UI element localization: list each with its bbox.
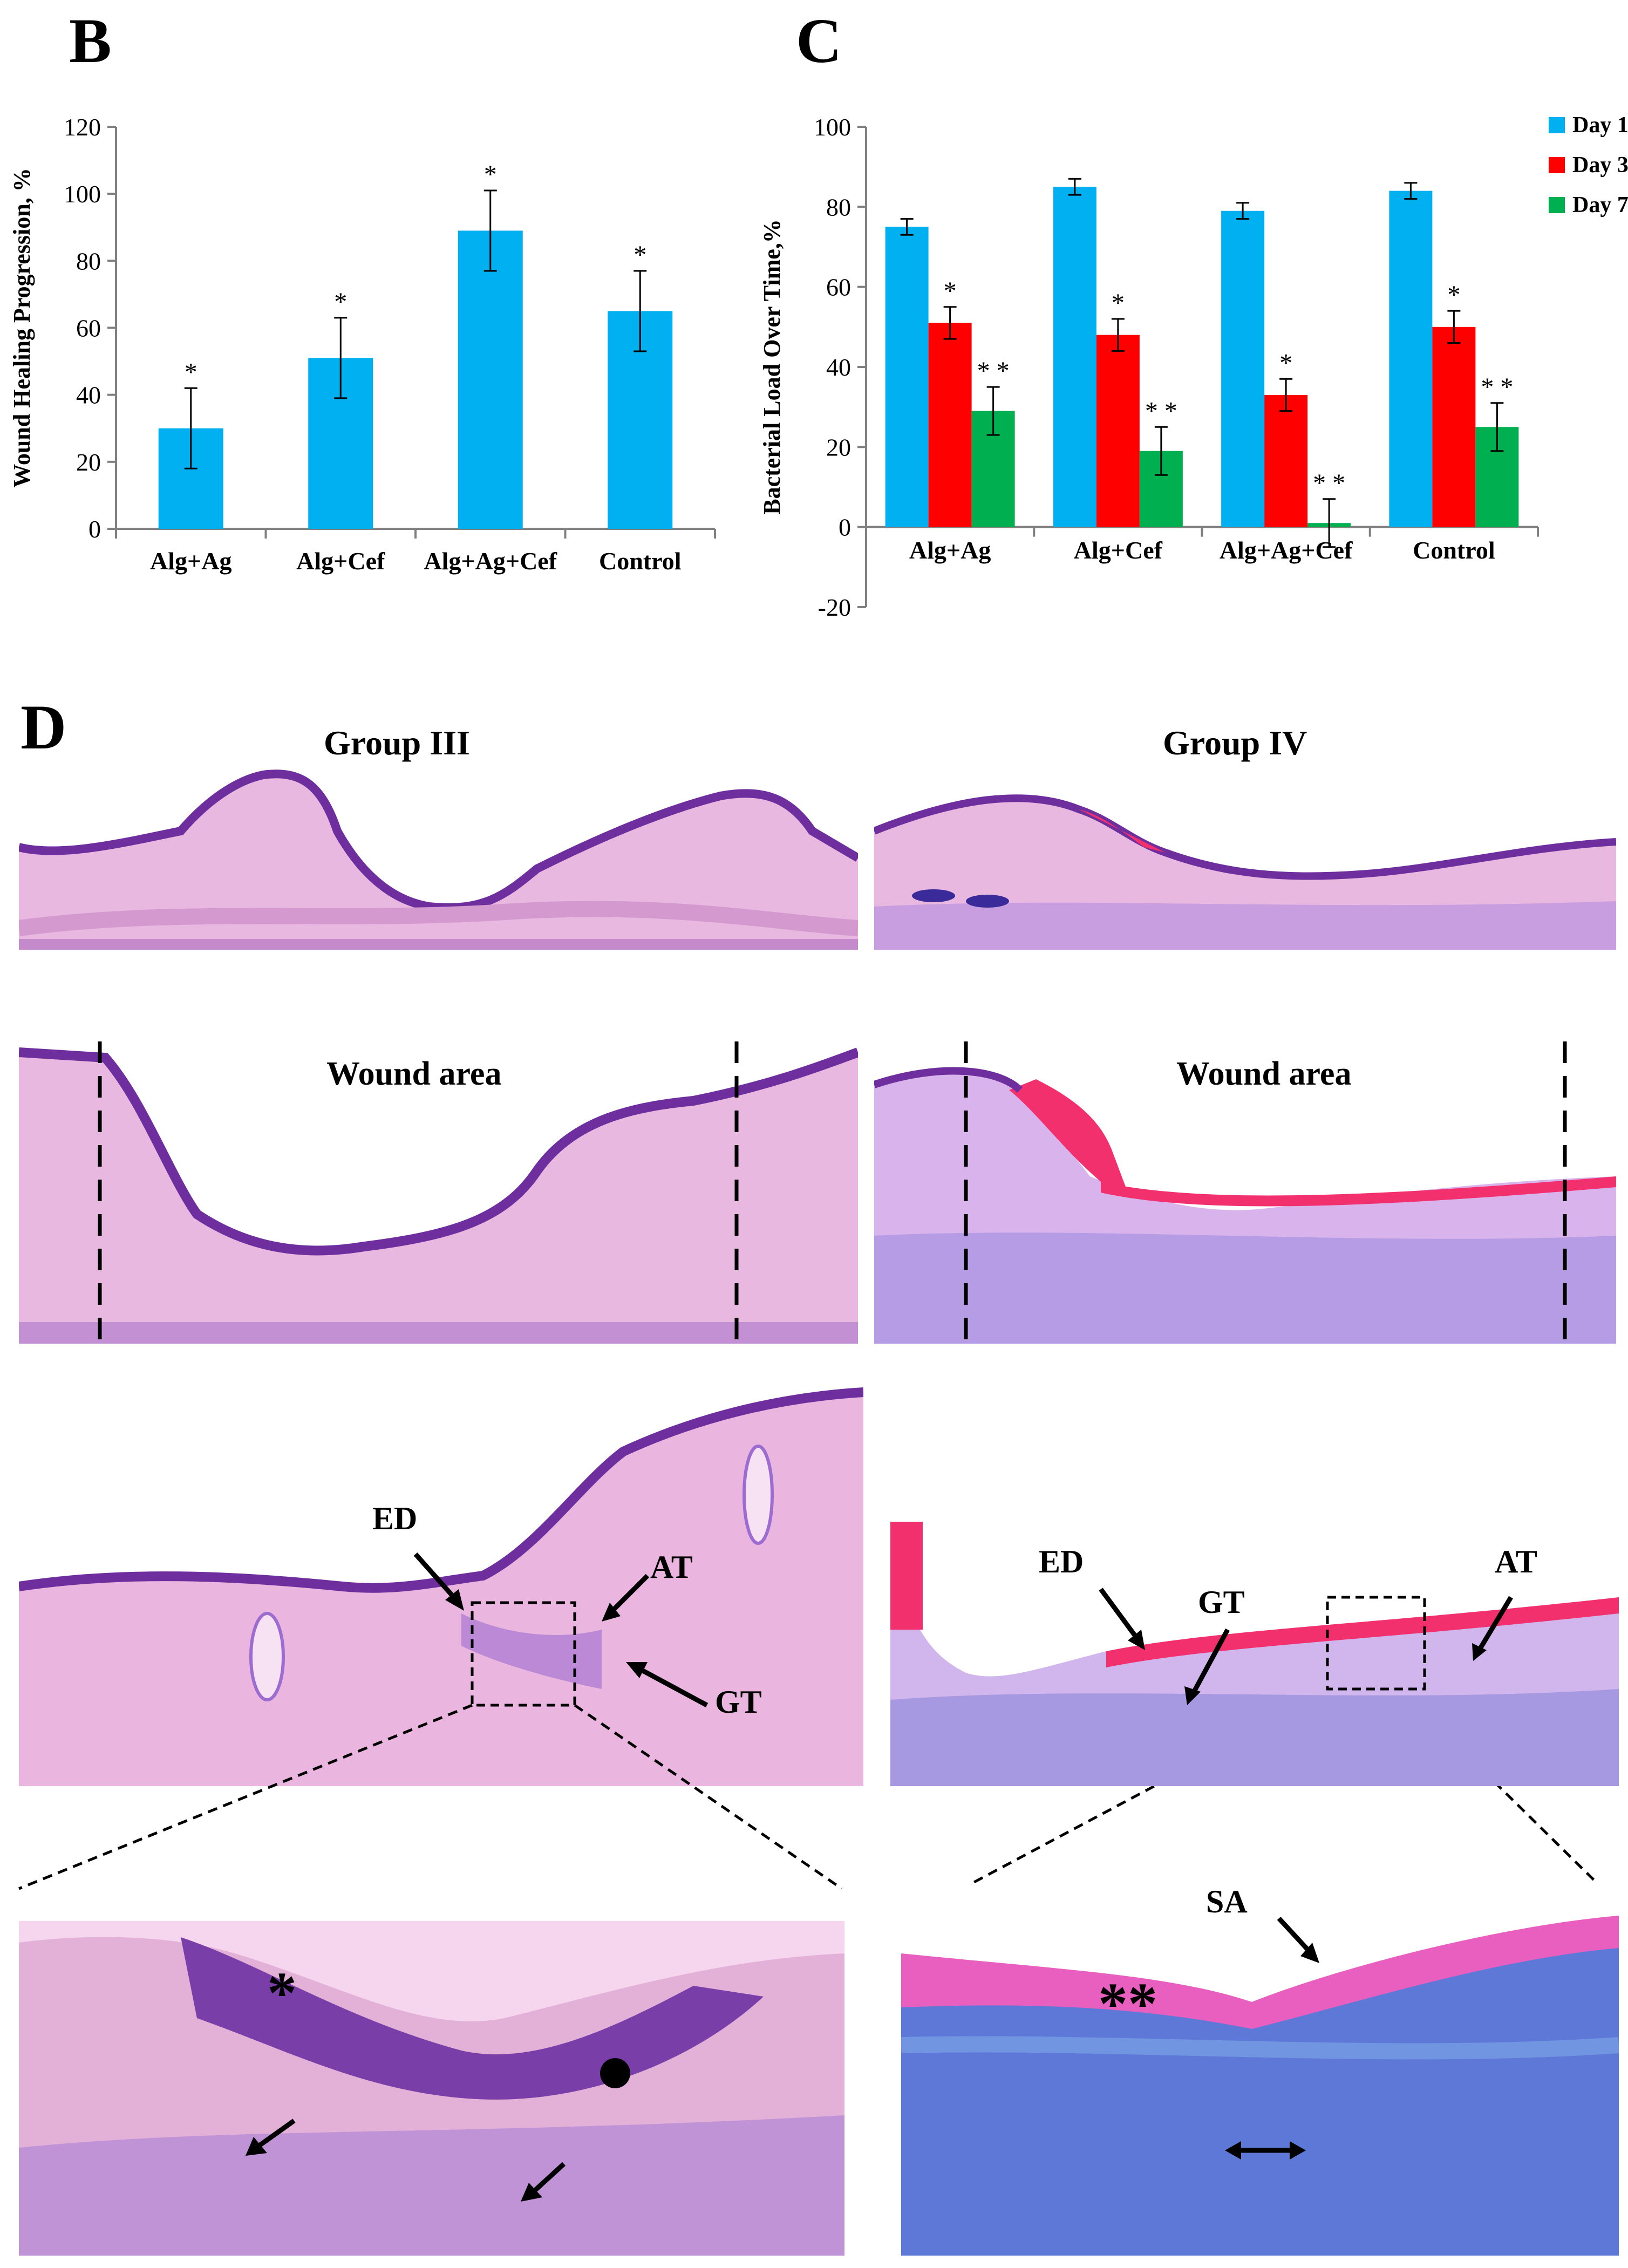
y-tick-label: 20 bbox=[76, 448, 101, 476]
bar bbox=[458, 230, 523, 529]
chart-b-wound-healing: 0 20 40 60 80 100 120 Wound Healing Progression… bbox=[9, 113, 716, 575]
y-tick-label: 80 bbox=[826, 193, 851, 221]
group-iv-at-label: AT bbox=[1495, 1544, 1537, 1579]
x-tick-label: Alg+Ag+Cef bbox=[424, 547, 557, 575]
group-iv-title: Group IV bbox=[1163, 724, 1307, 762]
group-iv-wound-area-label: Wound area bbox=[1176, 1055, 1351, 1092]
significance-marker: * * bbox=[1481, 373, 1513, 401]
y-tick-label: 40 bbox=[826, 353, 851, 381]
y-tick-label: 60 bbox=[76, 315, 101, 342]
bar bbox=[1389, 190, 1433, 527]
legend-label: Day 7 bbox=[1572, 193, 1628, 217]
significance-marker: * bbox=[634, 241, 646, 269]
group-iv-magnified-image bbox=[890, 1522, 1619, 1786]
significance-marker: * bbox=[1447, 281, 1460, 309]
y-tick-label: 0 bbox=[839, 514, 851, 541]
legend-label: Day 1 bbox=[1572, 113, 1628, 138]
y-axis-title: Bacterial Load Over Time,% bbox=[759, 219, 785, 515]
group-iii-title: Group III bbox=[324, 724, 470, 762]
y-tick-label: 0 bbox=[88, 515, 101, 543]
significance-marker: * * bbox=[1313, 469, 1345, 498]
significance-marker: * bbox=[1279, 349, 1292, 377]
panel-letter-c: C bbox=[796, 5, 842, 76]
group-iv-ed-label: ED bbox=[1039, 1544, 1084, 1579]
x-tick-label: Alg+Cef bbox=[296, 547, 385, 575]
y-tick-label: 40 bbox=[76, 382, 101, 409]
significance-marker: * * bbox=[977, 357, 1010, 385]
y-tick-label: -20 bbox=[818, 594, 851, 621]
x-tick-label: Alg+Cef bbox=[1074, 536, 1163, 564]
x-tick-label: Control bbox=[599, 547, 682, 575]
x-tick-label: Alg+Ag bbox=[150, 547, 231, 575]
group-iii-dot-marker bbox=[600, 2058, 630, 2088]
panel-letter-d: D bbox=[21, 692, 67, 762]
y-tick-label: 20 bbox=[826, 433, 851, 461]
legend-swatch bbox=[1549, 157, 1565, 173]
significance-marker: * bbox=[1112, 289, 1125, 317]
significance-marker: * bbox=[484, 160, 497, 189]
y-axis-title: Wound Healing Progression, % bbox=[9, 168, 35, 487]
chart-c-bacterial-load: -20 0 20 40 60 80 100 Bacterial Load Over Time,… bbox=[759, 113, 1628, 621]
group-iii-overview-image bbox=[19, 769, 858, 950]
group-iv-sa-label: SA bbox=[1206, 1884, 1248, 1919]
group-iv-overview-image bbox=[874, 794, 1616, 950]
group-iii-wound-area-label: Wound area bbox=[326, 1055, 501, 1092]
y-tick-label: 120 bbox=[64, 113, 101, 141]
legend-swatch bbox=[1549, 197, 1565, 213]
bar bbox=[1221, 210, 1265, 527]
group-iii-at-label: AT bbox=[650, 1549, 693, 1585]
group-iii-magnified-image bbox=[19, 1387, 863, 1786]
x-tick-label: Alg+Ag bbox=[909, 536, 991, 564]
group-iii-star-symbol: * bbox=[267, 1960, 297, 2026]
bar bbox=[1432, 326, 1476, 527]
x-tick-label: Control bbox=[1413, 536, 1495, 564]
significance-marker: * bbox=[334, 288, 347, 316]
y-tick-label: 100 bbox=[64, 180, 101, 208]
legend-swatch bbox=[1549, 117, 1565, 133]
y-tick-label: 80 bbox=[76, 247, 101, 275]
group-iv-high-magnification-image: ** bbox=[901, 1883, 1619, 2256]
y-tick-label: 60 bbox=[826, 274, 851, 301]
bar bbox=[885, 227, 929, 527]
significance-marker: * * bbox=[1145, 397, 1177, 425]
group-iii-high-magnification-image: * bbox=[19, 1921, 844, 2256]
bar bbox=[1096, 335, 1140, 527]
group-iv-wound-area-image: Wound area bbox=[874, 1041, 1616, 1349]
bar bbox=[1264, 394, 1308, 527]
group-iii-gt-label: GT bbox=[715, 1684, 762, 1720]
bar bbox=[1053, 187, 1096, 527]
group-iii-wound-area-image: Wound area bbox=[19, 1041, 858, 1349]
significance-marker: * bbox=[944, 277, 957, 305]
group-iv-double-star-symbol: ** bbox=[1098, 1971, 1157, 2037]
x-tick-label: Alg+Ag+Cef bbox=[1220, 536, 1353, 564]
y-tick-label: 100 bbox=[814, 113, 851, 141]
panel-letter-b: B bbox=[69, 5, 112, 76]
group-iii-ed-label: ED bbox=[372, 1501, 418, 1536]
legend-label: Day 3 bbox=[1572, 153, 1628, 178]
significance-marker: * bbox=[185, 358, 197, 386]
bar bbox=[928, 323, 972, 527]
group-iv-gt-label: GT bbox=[1198, 1584, 1245, 1620]
